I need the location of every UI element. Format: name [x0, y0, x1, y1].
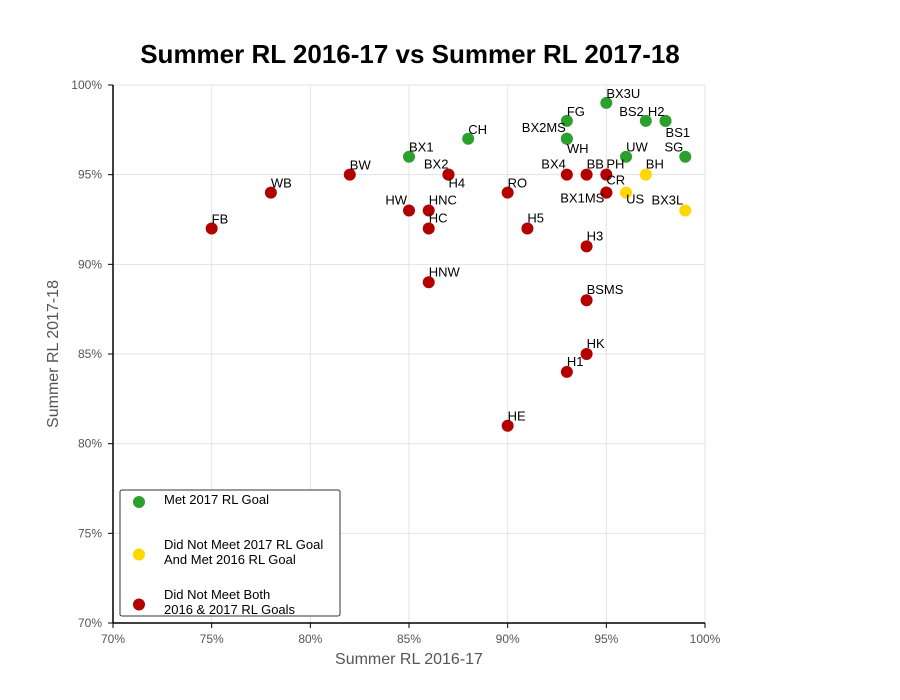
point-label-hk: HK — [587, 336, 605, 351]
point-label-bb: BB — [587, 157, 604, 172]
legend-entry-label: Did Not Meet Both — [164, 587, 270, 602]
point-label-h4: H4 — [448, 176, 465, 191]
legend-marker — [133, 598, 145, 611]
point-label-bx2ms: BX2MS — [522, 120, 566, 135]
y-tick-label: 80% — [78, 437, 102, 451]
data-point-h3 — [580, 240, 593, 253]
data-point-h4 — [442, 168, 455, 181]
point-label-ch: CH — [468, 122, 487, 137]
data-point-hk — [580, 348, 593, 360]
point-label-bx2: BX2 — [424, 157, 449, 172]
point-label-bx1ms: BX1MS — [560, 191, 604, 206]
y-tick-label: 70% — [78, 616, 102, 630]
point-label-bx4: BX4 — [541, 157, 566, 172]
tick-labels: 70% 75% 80% 85% 90% 95% 100% 70% 75% 80% 85% 90% 95%… — [71, 78, 720, 646]
data-point-us — [620, 186, 633, 199]
data-point-ph — [600, 168, 613, 181]
legend-entry-label: And Met 2016 RL Goal — [164, 552, 296, 567]
x-tick-label: 70% — [101, 632, 125, 646]
point-label-hc: HC — [429, 210, 448, 225]
data-point-bh — [639, 168, 652, 181]
x-tick-label: 100% — [690, 632, 721, 646]
data-point-hw — [403, 204, 415, 217]
point-label-fb: FB — [212, 211, 229, 226]
point-label-ph: PH — [606, 157, 624, 172]
y-tick-label: 100% — [71, 78, 102, 92]
y-tick-label: 95% — [78, 168, 102, 182]
x-tick-label: 90% — [496, 632, 520, 646]
point-label-bs2: BS2 — [619, 104, 644, 119]
legend: Met 2017 RL Goal Did Not Meet 2017 RL Goa… — [119, 489, 341, 617]
y-axis-label: Summer RL 2017-18 — [45, 280, 62, 428]
data-point-sg — [679, 150, 692, 163]
data-point-bw — [343, 168, 356, 181]
legend-entry-label: 2016 & 2017 RL Goals — [164, 602, 296, 617]
axes — [108, 84, 706, 628]
data-point-h5 — [521, 222, 534, 235]
point-label-bs1: BS1 — [666, 125, 691, 140]
x-tick-label: 80% — [298, 632, 322, 646]
data-point-bx1 — [403, 150, 415, 163]
point-label-h3: H3 — [587, 228, 604, 243]
data-point-fg — [560, 114, 573, 127]
data-point-he — [501, 419, 514, 432]
data-point-hnw — [422, 276, 435, 289]
x-axis-label: Summer RL 2016-17 — [335, 651, 483, 668]
data-points — [205, 96, 692, 432]
point-label-hw: HW — [385, 193, 407, 208]
point-label-hnw: HNW — [429, 264, 461, 279]
point-label-bw: BW — [350, 158, 372, 173]
data-point-ro — [501, 186, 514, 199]
data-point-bx1ms — [600, 186, 613, 199]
data-point-h1 — [560, 365, 573, 378]
data-point-bb — [580, 168, 593, 181]
point-label-ro: RO — [508, 176, 527, 191]
data-point-wh — [560, 132, 573, 145]
data-point-ch — [462, 132, 475, 145]
point-label-bx3l: BX3L — [651, 193, 683, 208]
point-label-uw: UW — [626, 140, 648, 155]
data-point-bx3u — [600, 96, 613, 109]
point-label-bsms: BSMS — [587, 282, 624, 297]
y-tick-label: 90% — [78, 257, 102, 271]
chart-title: Summer RL 2016-17 vs Summer RL 2017-18 — [140, 39, 680, 69]
legend-entry-label: Did Not Meet 2017 RL Goal — [164, 537, 323, 552]
data-point-bs2 — [639, 114, 652, 127]
data-point-wb — [264, 186, 277, 199]
x-tick-label: 95% — [594, 632, 618, 646]
point-label-cr: CR — [606, 173, 625, 188]
x-tick-label: 85% — [397, 632, 421, 646]
data-point-fb — [205, 222, 218, 235]
data-point-hnc — [422, 204, 435, 217]
data-point-bs1 — [659, 114, 672, 127]
point-label-wh: WH — [567, 141, 589, 156]
point-label-wb: WB — [271, 176, 292, 191]
point-label-sg: SG — [664, 140, 683, 155]
point-label-fg: FG — [567, 104, 585, 119]
point-label-h2: H2 — [648, 104, 665, 119]
y-tick-label: 75% — [78, 526, 102, 540]
x-tick-label: 75% — [200, 632, 224, 646]
legend-entry-label: Met 2017 RL Goal — [164, 492, 269, 507]
point-label-bx1: BX1 — [409, 140, 434, 155]
data-point-uw — [620, 150, 633, 163]
legend-box — [119, 489, 341, 617]
data-point-hc — [422, 222, 435, 235]
point-label-he: HE — [508, 409, 526, 424]
point-label-bx3u: BX3U — [606, 86, 640, 101]
data-point-bx3l — [679, 204, 692, 217]
legend-marker — [133, 496, 145, 508]
data-point-bx4 — [560, 168, 573, 181]
point-label-h1: H1 — [567, 354, 584, 369]
point-label-h5: H5 — [527, 210, 544, 225]
point-label-hnc: HNC — [429, 193, 457, 208]
point-label-bh: BH — [646, 157, 664, 172]
point-label-us: US — [626, 192, 644, 207]
legend-marker — [133, 548, 145, 561]
y-tick-label: 85% — [78, 347, 102, 361]
data-point-bsms — [580, 294, 593, 307]
